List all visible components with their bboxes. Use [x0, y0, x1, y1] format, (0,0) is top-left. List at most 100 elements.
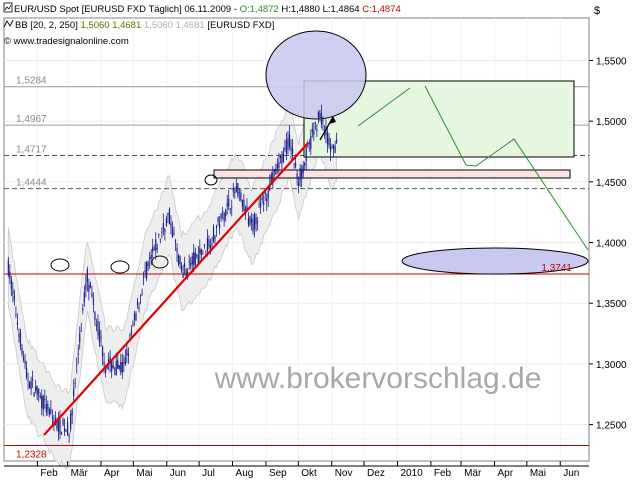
candle-body	[88, 285, 90, 292]
candle-body	[123, 362, 125, 364]
candle-body	[336, 139, 338, 142]
candle-body	[218, 223, 221, 229]
projection-arrowhead	[329, 116, 336, 124]
candle-body	[299, 167, 301, 181]
candle-body	[66, 421, 69, 435]
candle-body	[223, 212, 225, 222]
price-level-label: 1,4967	[16, 114, 47, 125]
target-zone-box	[303, 80, 575, 158]
candle-body	[150, 255, 152, 259]
candle-body	[180, 266, 183, 271]
candle-body	[19, 332, 22, 347]
candle-body	[314, 122, 316, 124]
y-tick-label: 1,2500	[596, 421, 627, 432]
candle-body	[97, 321, 99, 336]
x-tick-label: Sep	[269, 468, 287, 479]
candle-body	[305, 147, 307, 162]
candle-body	[212, 226, 215, 242]
candle-body	[240, 192, 242, 200]
bb-line: BB [20, 2, 250] 1,5060 1,4681 1,5060 1,4…	[15, 20, 274, 31]
candle-body	[322, 117, 324, 122]
candle-body	[253, 213, 256, 230]
candle-body	[62, 419, 64, 426]
candle-body	[162, 222, 164, 230]
candle-body	[296, 173, 298, 180]
candle-body	[226, 202, 228, 207]
header-legend: EUR/USD Spot [EURUSD FXD Täglich] 06.11.…	[3, 2, 401, 47]
candle-body	[270, 174, 272, 185]
x-axis: Feb Mär Apr Mai Jun Jul Aug Sep Okt Nov Dez 2010 Feb…	[4, 461, 589, 479]
candle-body	[206, 237, 209, 252]
candle-body	[48, 409, 50, 415]
candle-body	[197, 255, 199, 264]
candle-body	[264, 191, 266, 194]
x-tick-label: Apr	[497, 468, 513, 479]
candle-body	[51, 416, 53, 418]
candle-body	[38, 388, 40, 394]
candle-body	[208, 239, 210, 247]
y-tick-label: 1,3000	[596, 360, 627, 371]
price-level-label: 1,2328	[16, 449, 47, 460]
candle-body	[147, 262, 149, 266]
candle-body	[267, 191, 269, 198]
candle-body	[56, 420, 58, 430]
candle-body	[176, 247, 178, 253]
candle-body	[146, 262, 148, 279]
x-tick-label: Apr	[104, 468, 120, 479]
marker-ellipse	[110, 260, 130, 274]
x-tick-label: Mai	[530, 468, 546, 479]
candle-body	[92, 298, 95, 305]
candle-body	[68, 435, 70, 437]
candle-body	[252, 218, 254, 232]
candle-body	[44, 399, 46, 401]
candle-body	[164, 228, 166, 233]
candle-body	[307, 144, 309, 146]
candle-body	[77, 353, 79, 355]
candle-body	[28, 382, 31, 389]
x-tick-label: Okt	[301, 468, 317, 479]
candle-body	[111, 360, 113, 372]
candle-body	[276, 163, 278, 169]
x-tick-label: 2010	[400, 468, 423, 479]
candle-body	[326, 132, 329, 145]
candle-body	[142, 276, 145, 278]
candle-body	[35, 386, 37, 391]
candle-body	[228, 198, 230, 207]
candle-body	[304, 162, 306, 166]
candle-body	[298, 181, 300, 186]
candle-body	[199, 248, 201, 254]
y-tick-label: 1,4500	[596, 178, 627, 189]
candle-body	[118, 365, 120, 369]
candle-body	[266, 197, 268, 202]
marker-ellipse	[204, 174, 218, 186]
candle-body	[249, 216, 251, 225]
candle-body	[250, 219, 253, 223]
candle-body	[114, 368, 116, 370]
candle-body	[272, 172, 274, 182]
x-tick-label: Jun	[563, 468, 579, 479]
y-tick-label: 1,4000	[596, 239, 627, 250]
candle-body	[70, 413, 72, 430]
candle-body	[139, 295, 142, 297]
candle-body	[260, 203, 262, 208]
candle-body	[313, 130, 315, 135]
candle-body	[120, 361, 122, 373]
candle-body	[168, 209, 171, 225]
watermark: www.brokervorschlag.de	[214, 362, 542, 395]
candle-body	[132, 323, 134, 325]
candle-body	[79, 333, 81, 343]
candle-body	[203, 244, 205, 246]
support-trend-line	[43, 142, 309, 436]
marker-ellipse	[50, 258, 70, 272]
candle-body	[76, 364, 78, 366]
candle-body	[241, 200, 243, 207]
candle-body	[194, 252, 196, 265]
candle-body	[156, 248, 158, 250]
candle-body	[246, 206, 248, 210]
candle-body	[214, 236, 216, 240]
candle-body	[302, 165, 304, 174]
candle-body	[258, 203, 260, 205]
candle-body	[65, 429, 67, 431]
candle-body	[106, 364, 108, 370]
